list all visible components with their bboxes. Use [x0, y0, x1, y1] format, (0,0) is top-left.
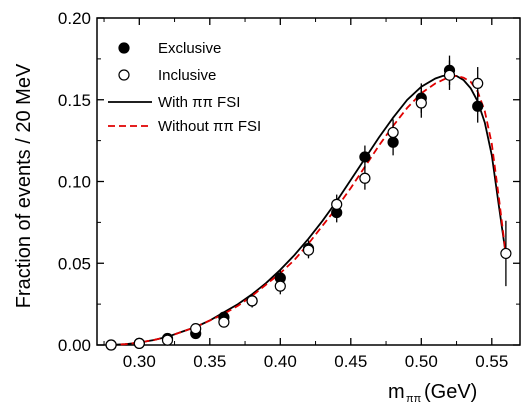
legend-label: Exclusive — [158, 40, 221, 57]
inclusive-point — [443, 69, 456, 81]
x-tick-label: 0.45 — [334, 352, 367, 371]
x-tick-label: 0.55 — [475, 352, 508, 371]
y-axis-title: Fraction of events / 20 MeV — [13, 63, 35, 308]
inclusive-point — [472, 77, 484, 90]
exclusive-point — [472, 100, 484, 112]
legend: Exclusive Inclusive With ππ FSI Without ππ … — [108, 40, 261, 135]
legend-label: Without ππ FSI — [158, 118, 261, 135]
x-tick-label: 0.50 — [405, 352, 438, 371]
y-tick-label: 0.00 — [58, 336, 91, 355]
x-axis-title: m ππ (GeV) — [388, 381, 477, 405]
y-tick-label: 0.15 — [58, 91, 91, 110]
inclusive-point — [359, 172, 371, 184]
axes: 0.30 0.35 0.40 0.45 0.50 0.55 0.00 0.05 0.10 0.15… — [58, 9, 521, 371]
inclusive-point — [190, 323, 202, 335]
data-layer — [105, 55, 512, 351]
legend-marker-inclusive — [118, 69, 130, 81]
y-tick-label: 0.05 — [58, 254, 91, 273]
x-axis-title-subscript: ππ — [406, 393, 422, 405]
x-tick-label: 0.30 — [123, 352, 156, 371]
inclusive-point — [246, 295, 258, 307]
inclusive-point — [274, 280, 286, 292]
x-axis-title-main: m — [388, 381, 405, 403]
inclusive-point — [387, 126, 399, 139]
inclusive-point — [302, 244, 315, 256]
series-line-without-fsi — [109, 75, 507, 346]
x-axis-title-unit: (GeV) — [424, 381, 477, 403]
y-tick-label: 0.20 — [58, 9, 91, 28]
legend-label: Inclusive — [158, 67, 216, 84]
inclusive-point — [161, 334, 174, 346]
inclusive-point — [415, 97, 427, 109]
x-tick-label: 0.35 — [193, 352, 226, 371]
y-tick-label: 0.10 — [58, 173, 91, 192]
inclusive-point — [133, 337, 145, 349]
legend-marker-exclusive — [118, 42, 130, 54]
x-tick-label: 0.40 — [264, 352, 297, 371]
legend-label: With ππ FSI — [158, 94, 240, 111]
inclusive-point — [218, 316, 230, 328]
inclusive-point — [500, 247, 512, 260]
inclusive-point — [105, 339, 117, 351]
exclusive-point — [359, 151, 371, 163]
inclusive-point — [331, 198, 343, 210]
